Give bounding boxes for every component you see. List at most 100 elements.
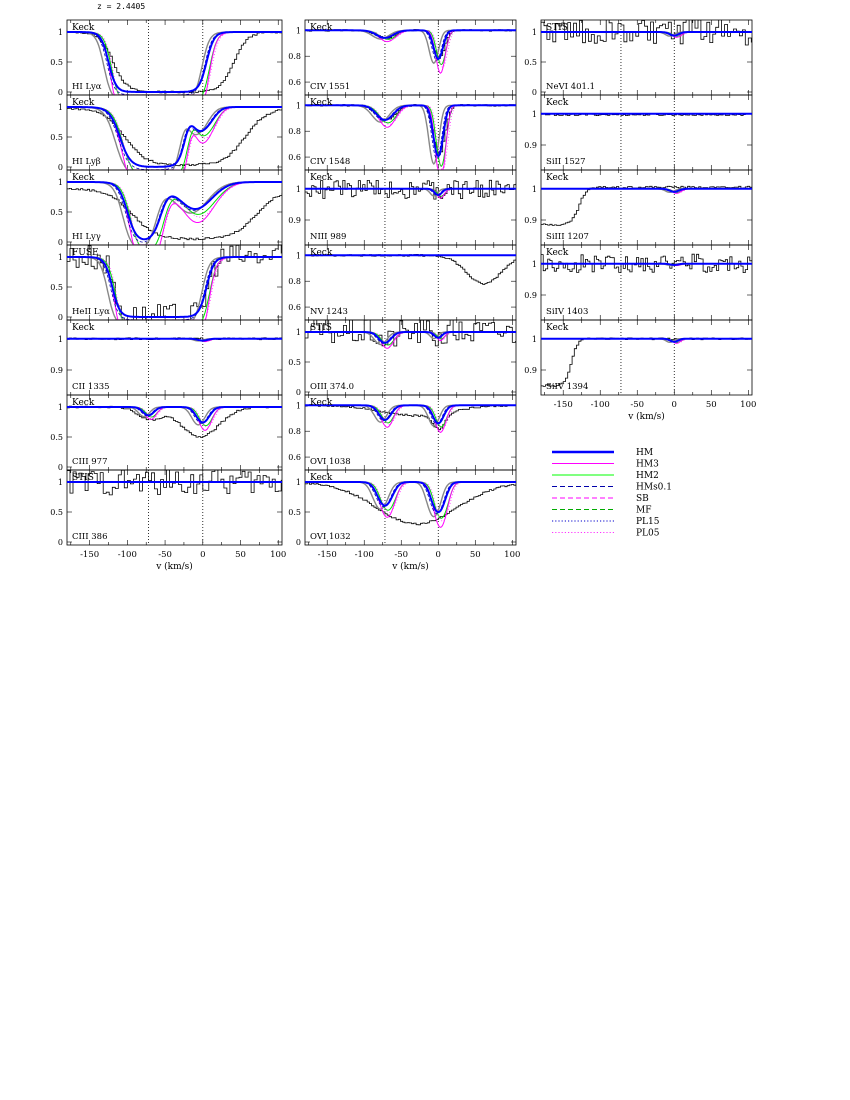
instrument-label: Keck [72, 173, 95, 183]
model-curve-grey [305, 188, 516, 197]
y-tick-label: 1 [296, 401, 301, 410]
panel-plot-area [305, 254, 516, 285]
model-curve-hm2 [305, 404, 516, 428]
instrument-label: STIS [546, 23, 568, 33]
y-tick-label: 0.5 [50, 508, 63, 517]
instrument-label: Keck [546, 248, 569, 258]
y-tick-label: 1 [532, 185, 537, 194]
ion-label: CIII 386 [72, 532, 108, 542]
model-curve-pl05 [67, 406, 282, 428]
ion-label: SiIV 1394 [546, 382, 588, 392]
observed-spectrum [305, 254, 516, 285]
panel-frame [304, 469, 517, 546]
model-curve-hm [67, 256, 282, 318]
legend-label: HM [636, 448, 653, 458]
x-tick-label: -150 [318, 550, 337, 560]
y-tick-label: 1 [296, 185, 301, 194]
y-tick-label: 0.8 [288, 52, 301, 61]
model-curve-pl05 [67, 256, 282, 320]
panel-plot-area [67, 337, 282, 343]
model-curve-hms0.1 [305, 29, 516, 61]
x-tick-label: 100 [740, 400, 756, 410]
y-tick-label: 0.6 [288, 78, 301, 87]
y-tick-label: 0.6 [288, 303, 301, 312]
observed-spectrum [67, 245, 282, 320]
panel: 0.6 0.8 1 Keck OVI 1038 [288, 394, 517, 471]
y-tick-label: 0.6 [288, 153, 301, 162]
y-tick-label: 1 [296, 101, 301, 110]
panel: 0.9 1 Keck NIII 989 [288, 169, 517, 246]
instrument-label: Keck [310, 173, 333, 183]
panel-frame [540, 319, 753, 396]
y-tick-label: 0.5 [50, 433, 63, 442]
y-tick-label: 0.9 [524, 291, 537, 300]
model-curve-hm3 [67, 406, 282, 431]
x-tick-label: -50 [630, 400, 644, 410]
model-curve-hm [305, 187, 516, 197]
model-curve-hm2 [305, 481, 516, 519]
model-curve-hm [305, 104, 516, 158]
panel-plot-area [67, 245, 282, 320]
y-tick-label: 1 [532, 110, 537, 119]
panel-grid: 0 0.5 1 Keck HI Lyα 0 0.5 1 Keck HI Lyβ 0 0.5 1 Keck H… [50, 19, 753, 547]
ion-label: NeVI 401.1 [546, 82, 595, 92]
instrument-label: Keck [72, 98, 95, 108]
model-curve-hm [541, 187, 752, 193]
ion-label: CIV 1548 [310, 157, 350, 167]
ion-label: HeII Lyα [72, 307, 110, 317]
y-tick-label: 1 [58, 335, 63, 344]
instrument-label: Keck [310, 248, 333, 258]
panel-plot-area [541, 253, 752, 273]
y-tick-label: 1 [58, 28, 63, 37]
model-curve-hm [67, 406, 282, 424]
panel: 0.6 0.8 1 Keck NV 1243 [288, 244, 517, 321]
y-tick-label: 0.9 [524, 141, 537, 150]
model-curve-hms0.1 [305, 331, 516, 344]
model-curve-hm [541, 337, 752, 343]
x-tick-label: -50 [394, 550, 408, 560]
x-axis-title: v (km/s) [391, 561, 429, 572]
model-curve-pl05 [305, 481, 516, 522]
ion-label: OVI 1038 [310, 457, 351, 467]
panel-plot-area [541, 112, 752, 116]
instrument-label: Keck [546, 323, 569, 333]
observed-spectrum [305, 179, 516, 200]
observed-spectrum [305, 320, 516, 347]
panel: 0.6 0.8 1 Keck CIV 1548 [288, 94, 517, 171]
y-tick-label: 1 [532, 28, 537, 37]
instrument-label: Keck [72, 398, 95, 408]
instrument-label: Keck [72, 23, 95, 33]
ion-label: HI Lyα [72, 82, 102, 92]
panel-frame [66, 469, 283, 546]
observed-spectrum [541, 185, 752, 226]
model-curve-hm [67, 31, 282, 93]
y-tick-label: 1 [296, 251, 301, 260]
y-tick-label: 1 [58, 103, 63, 112]
model-curve-hm2 [305, 188, 516, 197]
instrument-label: Keck [310, 23, 333, 33]
y-tick-label: 0.5 [50, 58, 63, 67]
x-tick-label: 0 [672, 400, 677, 410]
y-tick-label: 0.9 [288, 216, 301, 225]
y-tick-label: 0.5 [288, 508, 301, 517]
y-tick-label: 0.9 [524, 216, 537, 225]
y-tick-label: 0.5 [524, 58, 537, 67]
panel-plot-area [305, 104, 516, 170]
ion-label: NIII 989 [310, 232, 346, 242]
instrument-label: Keck [546, 98, 569, 108]
x-tick-label: -150 [80, 550, 99, 560]
y-tick-label: 0.8 [288, 127, 301, 136]
x-tick-label: 50 [470, 550, 481, 560]
ion-label: CII 1335 [72, 382, 110, 392]
panel-plot-area [305, 320, 516, 349]
x-axis-title: v (km/s) [627, 411, 665, 422]
y-tick-label: 1 [296, 478, 301, 487]
observed-spectrum [67, 405, 282, 438]
model-curve-hms0.1 [305, 104, 516, 160]
panel-plot-area [305, 481, 516, 528]
model-curve-hm [305, 331, 516, 344]
model-curve-hms0.1 [305, 481, 516, 515]
y-tick-label: 0.5 [50, 208, 63, 217]
y-tick-label: 0.5 [50, 133, 63, 142]
y-tick-label: 0 [296, 388, 301, 397]
